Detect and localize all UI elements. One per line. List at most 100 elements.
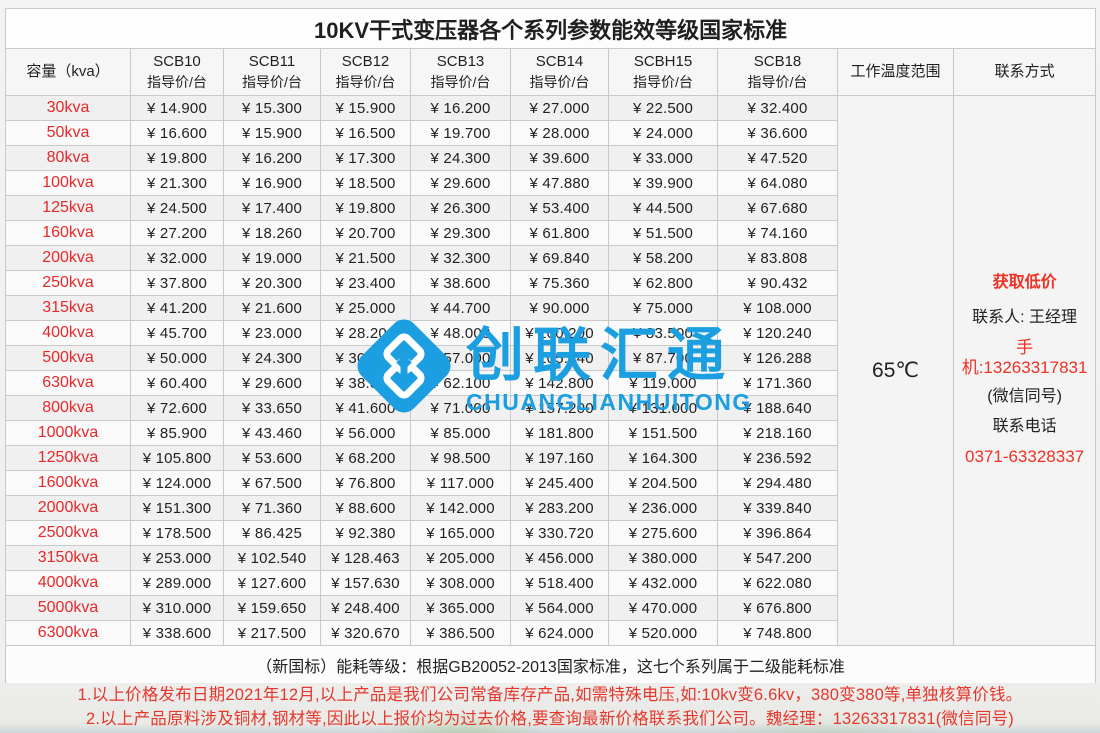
- capacity-cell: 160kva: [5, 220, 131, 246]
- price-cell: ¥ 108.000: [717, 295, 838, 321]
- series-column-header: SCB11 指导价/台: [223, 48, 321, 96]
- price-cell: ¥ 90.432: [717, 270, 838, 296]
- price-cell: ¥ 29.600: [410, 170, 511, 196]
- price-cell: ¥ 151.500: [608, 420, 718, 446]
- price-cell: ¥ 124.000: [130, 470, 224, 496]
- price-cell: ¥ 19.800: [320, 195, 411, 221]
- price-cell: ¥ 33.650: [223, 395, 321, 421]
- contact-line: 联系人: 王经理: [972, 308, 1078, 326]
- price-cell: ¥ 27.200: [130, 220, 224, 246]
- price-cell: ¥ 157.630: [320, 570, 411, 596]
- price-cell: ¥ 15.900: [223, 120, 321, 146]
- price-cell: ¥ 21.300: [130, 170, 224, 196]
- capacity-cell: 50kva: [5, 120, 131, 146]
- price-cell: ¥ 16.200: [410, 95, 511, 121]
- price-cell: ¥ 90.000: [510, 295, 609, 321]
- header-row: 容量（kva） SCB10 指导价/台 SCB11 指导价/台 SCB12 指导价/台 SC…: [5, 48, 1097, 96]
- price-cell: ¥ 71.000: [410, 395, 511, 421]
- capacity-cell: 315kva: [5, 295, 131, 321]
- price-cell: ¥ 20.300: [223, 270, 321, 296]
- price-cell: ¥ 748.800: [717, 620, 838, 646]
- capacity-cell: 1600kva: [5, 470, 131, 496]
- price-cell: ¥ 178.500: [130, 520, 224, 546]
- price-cell: ¥ 100.200: [510, 320, 609, 346]
- price-cell: ¥ 236.592: [717, 445, 838, 471]
- price-cell: ¥ 181.800: [510, 420, 609, 446]
- price-cell: ¥ 386.500: [410, 620, 511, 646]
- price-cell: ¥ 75.360: [510, 270, 609, 296]
- price-cell: ¥ 432.000: [608, 570, 718, 596]
- capacity-cell: 5000kva: [5, 595, 131, 621]
- capacity-cell: 2500kva: [5, 520, 131, 546]
- price-cell: ¥ 127.600: [223, 570, 321, 596]
- price-cell: ¥ 58.200: [608, 245, 718, 271]
- price-cell: ¥ 68.200: [320, 445, 411, 471]
- price-cell: ¥ 76.800: [320, 470, 411, 496]
- capacity-cell: 630kva: [5, 370, 131, 396]
- price-cell: ¥ 456.000: [510, 545, 609, 571]
- price-cell: ¥ 19.700: [410, 120, 511, 146]
- price-cell: ¥ 47.880: [510, 170, 609, 196]
- price-cell: ¥ 338.600: [130, 620, 224, 646]
- table-row: 500kva ¥ 50.000 ¥ 24.300 ¥ 30.400 ¥ 57.000 ¥ …: [5, 345, 1096, 371]
- price-cell: ¥ 396.864: [717, 520, 838, 546]
- price-cell: ¥ 53.600: [223, 445, 321, 471]
- table-row: 100kva ¥ 21.300 ¥ 16.900 ¥ 18.500 ¥ 29.600 ¥ …: [5, 170, 1096, 196]
- transformer-price-table: 10KV干式变压器各个系列参数能效等级国家标准 容量（kva） SCB10 指导价…: [4, 8, 1097, 684]
- price-cell: ¥ 57.000: [410, 345, 511, 371]
- contact-column-header: 联系方式: [952, 48, 1097, 96]
- price-cell: ¥ 165.000: [410, 520, 511, 546]
- price-cell: ¥ 26.300: [410, 195, 511, 221]
- price-cell: ¥ 15.900: [320, 95, 411, 121]
- price-cell: ¥ 18.500: [320, 170, 411, 196]
- price-cell: ¥ 380.000: [608, 545, 718, 571]
- table-row: 125kva ¥ 24.500 ¥ 17.400 ¥ 19.800 ¥ 26.300 ¥ …: [5, 195, 1096, 221]
- price-cell: ¥ 518.400: [510, 570, 609, 596]
- footer-note-2: 2.以上产品原料涉及铜材,钢材等,因此以上报价均为过去价格,要查询最新价格联系我…: [86, 710, 1014, 728]
- price-cell: ¥ 24.300: [223, 345, 321, 371]
- capacity-cell: 1000kva: [5, 420, 131, 446]
- price-cell: ¥ 60.400: [130, 370, 224, 396]
- contact-line: (微信同号): [987, 388, 1062, 406]
- price-cell: ¥ 253.000: [130, 545, 224, 571]
- price-cell: ¥ 23.000: [223, 320, 321, 346]
- table-row: 250kva ¥ 37.800 ¥ 20.300 ¥ 23.400 ¥ 38.600 ¥ …: [5, 270, 1096, 296]
- note-row: （新国标）能耗等级：根据GB20052-2013国家标准，这七个系列属于二级能耗…: [4, 645, 1097, 684]
- price-cell: ¥ 15.300: [223, 95, 321, 121]
- price-cell: ¥ 547.200: [717, 545, 838, 571]
- price-cell: ¥ 339.840: [717, 495, 838, 521]
- price-cell: ¥ 71.360: [223, 495, 321, 521]
- price-cell: ¥ 365.000: [410, 595, 511, 621]
- capacity-cell: 1250kva: [5, 445, 131, 471]
- price-cell: ¥ 72.600: [130, 395, 224, 421]
- table-row: 1250kva ¥ 105.800 ¥ 53.600 ¥ 68.200 ¥ 98.500…: [5, 445, 1096, 471]
- price-cell: ¥ 151.300: [130, 495, 224, 521]
- price-cell: ¥ 283.200: [510, 495, 609, 521]
- price-cell: ¥ 16.600: [130, 120, 224, 146]
- table-row: 5000kva ¥ 310.000 ¥ 159.650 ¥ 248.400 ¥ 365.…: [5, 595, 1096, 621]
- series-column-header: SCB14 指导价/台: [510, 48, 609, 96]
- series-column-header: SCB10 指导价/台: [130, 48, 224, 96]
- price-cell: ¥ 294.480: [717, 470, 838, 496]
- price-cell: ¥ 105.240: [510, 345, 609, 371]
- price-cell: ¥ 92.380: [320, 520, 411, 546]
- price-cell: ¥ 22.500: [608, 95, 718, 121]
- capacity-cell: 125kva: [5, 195, 131, 221]
- price-cell: ¥ 120.240: [717, 320, 838, 346]
- price-cell: ¥ 62.800: [608, 270, 718, 296]
- price-cell: ¥ 53.400: [510, 195, 609, 221]
- price-cell: ¥ 622.080: [717, 570, 838, 596]
- price-cell: ¥ 43.460: [223, 420, 321, 446]
- price-cell: ¥ 197.160: [510, 445, 609, 471]
- capacity-cell: 80kva: [5, 145, 131, 171]
- table-row: 1600kva ¥ 124.000 ¥ 67.500 ¥ 76.800 ¥ 117.00…: [5, 470, 1096, 496]
- price-cell: ¥ 56.000: [320, 420, 411, 446]
- table-row: 2000kva ¥ 151.300 ¥ 71.360 ¥ 88.600 ¥ 142.00…: [5, 495, 1096, 521]
- capacity-cell: 200kva: [5, 245, 131, 271]
- price-cell: ¥ 289.000: [130, 570, 224, 596]
- price-cell: ¥ 17.400: [223, 195, 321, 221]
- contact-line: 获取低价: [992, 274, 1057, 292]
- price-cell: ¥ 16.900: [223, 170, 321, 196]
- price-cell: ¥ 205.000: [410, 545, 511, 571]
- title-row: 10KV干式变压器各个系列参数能效等级国家标准: [4, 8, 1097, 49]
